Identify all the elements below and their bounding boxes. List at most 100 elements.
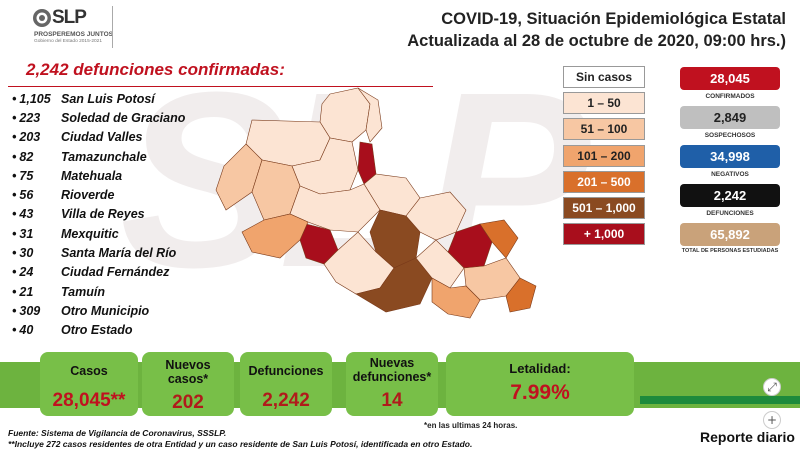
municipality-name: Tamazunchale [61, 149, 147, 164]
expand-icon[interactable]: ⤢ [763, 378, 781, 396]
kpi-casos: Casos 28,045** [40, 352, 138, 416]
stat-value: 34,998 [680, 145, 780, 168]
stat-label: TOTAL DE PERSONAS ESTUDIADAS [681, 248, 779, 254]
daily-report-label: Reporte diario [700, 429, 795, 445]
logo-subtitle: Gobierno del Estado 2015-2021 [34, 39, 103, 44]
municipality-name: Santa María del Río [61, 246, 177, 261]
legend-item: 501 – 1,000 [563, 196, 645, 219]
kpi-band-accent [640, 396, 800, 404]
summary-stats: 28,045 CONFIRMADOS 2,849 SOSPECHOSOS 34,998 N… [680, 67, 780, 268]
stat-label: NEGATIVOS [711, 171, 749, 178]
municipality-name: Mexquitic [61, 226, 119, 241]
map-region-huasteca-1 [405, 191, 467, 241]
legend-item: 201 – 500 [563, 170, 645, 193]
residents-note: **Incluye 272 casos residentes de otra E… [8, 439, 473, 449]
municipality-name: Matehuala [61, 168, 123, 183]
kpi-letalidad-label: Letalidad: [509, 361, 571, 376]
kpi-nuevas-defunciones: Nuevas defunciones* 14 [346, 352, 438, 416]
title-line-1: COVID-19, Situación Epidemiológica Estat… [441, 10, 786, 28]
map-region-huasteca-6 [431, 277, 481, 319]
municipality-count: 309 [8, 304, 61, 318]
stat-value: 2,242 [680, 184, 780, 207]
deaths-divider [8, 86, 433, 87]
header-divider [112, 6, 113, 48]
zoom-in-icon[interactable]: + [763, 411, 781, 429]
kpi-nuevos-casos-value: 202 [172, 392, 204, 413]
stat-value: 65,892 [680, 223, 780, 246]
kpi-letalidad-value: 7.99% [510, 381, 570, 404]
stat-label: SOSPECHOSOS [704, 132, 756, 139]
municipality-name: Ciudad Valles [61, 130, 143, 145]
municipality-name: Otro Estado [61, 323, 133, 338]
kpi-defunciones-label: Defunciones [248, 364, 324, 378]
legend-item: 51 – 100 [563, 118, 645, 141]
kpi-casos-value: 28,045** [52, 390, 126, 411]
municipality-name: Villa de Reyes [61, 207, 145, 222]
kpi-nuevas-defunciones-label: Nuevas defunciones* [352, 356, 432, 384]
municipality-name: San Luis Potosí [61, 91, 155, 106]
municipality-count: 30 [8, 246, 61, 260]
kpi-defunciones-value: 2,242 [262, 390, 310, 411]
map-region-west-2 [215, 143, 263, 211]
logo-emblem-icon [33, 9, 51, 27]
kpi-defunciones: Defunciones 2,242 [240, 352, 332, 416]
logo-text: SLP [52, 7, 87, 28]
municipality-count: 24 [8, 265, 61, 279]
municipality-name: Ciudad Fernández [61, 265, 170, 280]
page-title: COVID-19, Situación Epidemiológica Estat… [407, 8, 786, 52]
stat-label: CONFIRMADOS [705, 93, 755, 100]
kpi-casos-label: Casos [70, 364, 108, 378]
municipality-count: 21 [8, 285, 61, 299]
kpi-nuevos-casos: Nuevos casos* 202 [142, 352, 234, 416]
municipality-count: 43 [8, 207, 61, 221]
municipality-count: 1,105 [8, 92, 61, 106]
map-region-huasteca-5 [505, 277, 537, 313]
slp-logo: SLP PROSPEREMOS JUNTOS Gobierno del Esta… [32, 7, 113, 52]
footnote-24h: *en las ultimas 24 horas. [424, 421, 518, 430]
municipality-name: Tamuín [61, 284, 105, 299]
map-region-southwest [241, 213, 309, 259]
kpi-nuevas-defunciones-value: 14 [381, 390, 403, 411]
legend-item: 1 – 50 [563, 92, 645, 115]
legend-item: + 1,000 [563, 223, 645, 246]
municipality-count: 31 [8, 227, 61, 241]
kpi-letalidad: Letalidad: 7.99% [446, 352, 634, 416]
stat-value: 2,849 [680, 106, 780, 129]
map-region-northeast [357, 87, 383, 143]
municipality-name: Rioverde [61, 188, 115, 203]
stat-label: DEFUNCIONES [706, 210, 754, 217]
title-line-2: Actualizada al 28 de octubre de 2020, 09… [407, 32, 786, 50]
municipality-count: 40 [8, 323, 61, 337]
legend-item: Sin casos [563, 66, 645, 88]
map-legend: Sin casos 1 – 50 51 – 100 101 – 200 201 – 50… [563, 66, 645, 249]
municipality-name: Otro Municipio [61, 303, 150, 318]
kpi-nuevos-casos-label: Nuevos casos* [165, 358, 211, 386]
deaths-heading: 2,242 defunciones confirmadas: [26, 60, 285, 79]
state-choropleth-map [215, 87, 537, 319]
municipality-count: 56 [8, 188, 61, 202]
legend-item: 101 – 200 [563, 144, 645, 167]
stat-value: 28,045 [680, 67, 780, 90]
municipality-count: 203 [8, 130, 61, 144]
municipality-count: 75 [8, 169, 61, 183]
municipality-count: 82 [8, 150, 61, 164]
source-note: Fuente: Sistema de Vigilancia de Coronav… [8, 428, 227, 438]
municipality-count: 223 [8, 111, 61, 125]
municipality-name: Soledad de Graciano [61, 110, 186, 125]
map-region-huasteca-2 [479, 219, 519, 259]
logo-tagline: PROSPEREMOS JUNTOS [34, 31, 113, 38]
